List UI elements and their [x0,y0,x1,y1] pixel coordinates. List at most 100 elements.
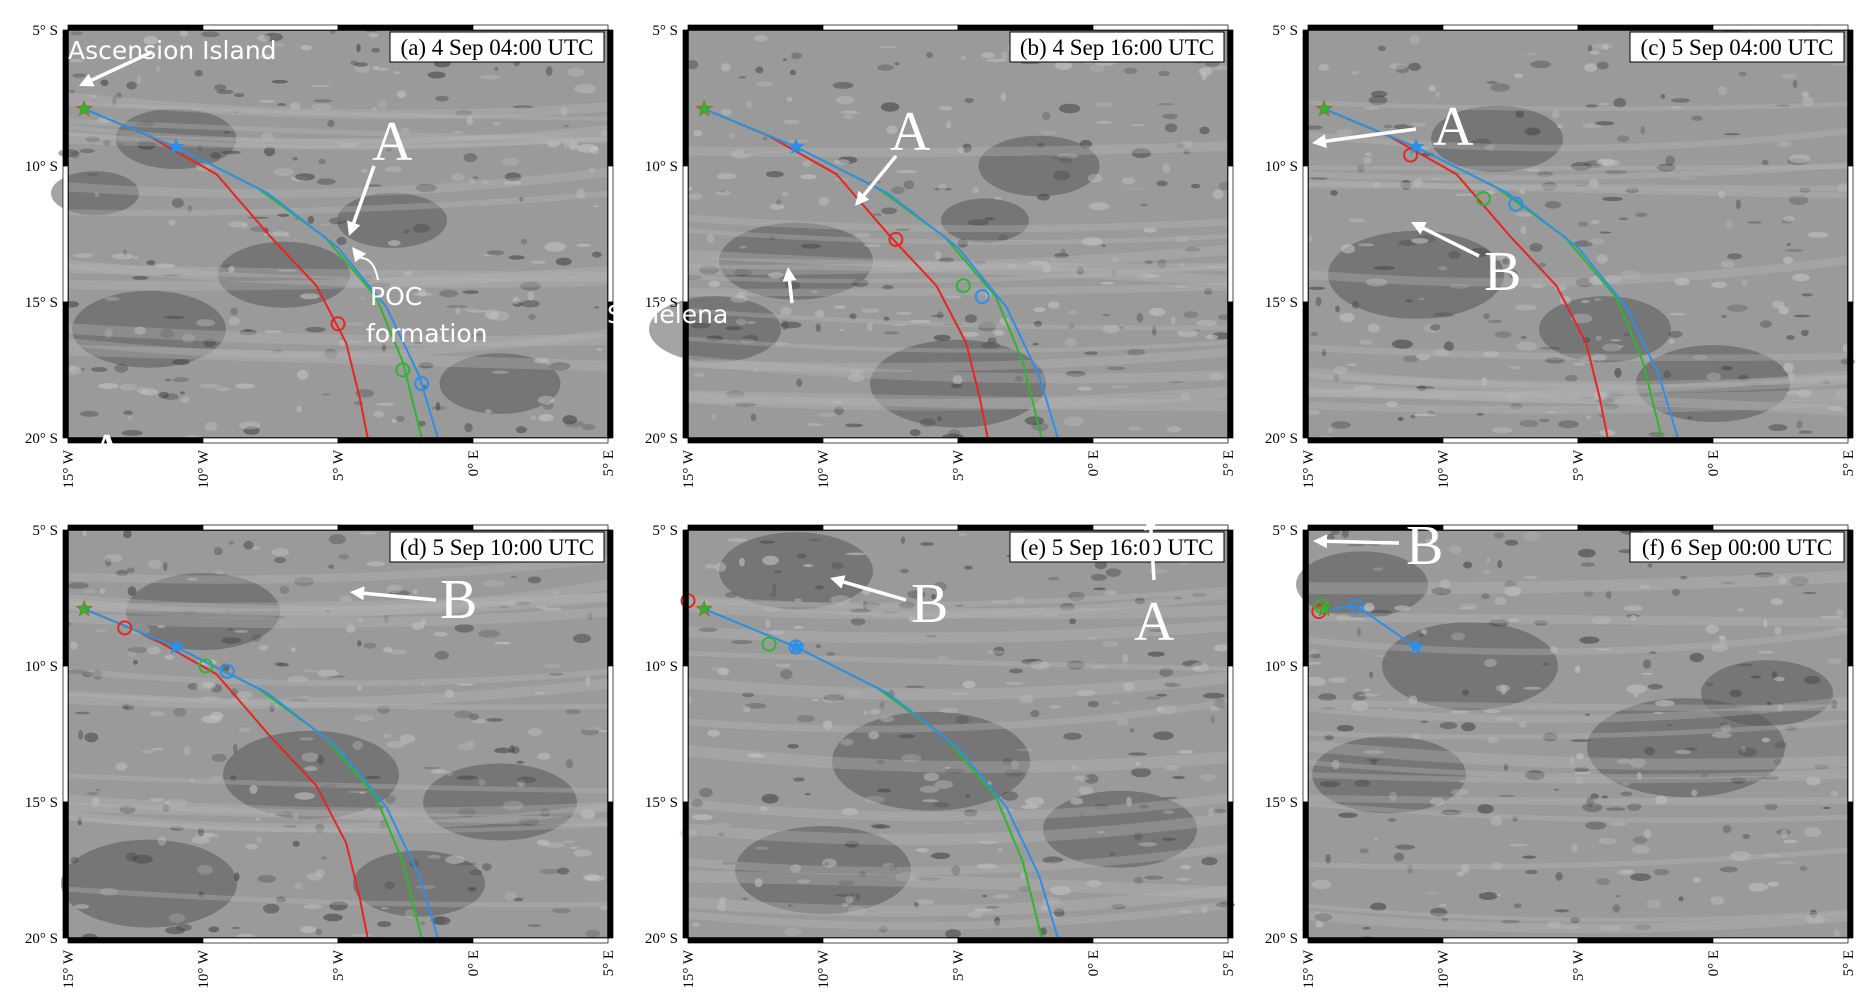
cloud-cell [574,84,596,94]
cloud-cell [1777,704,1783,712]
cloud-cell [1593,298,1602,301]
cloud-cell [104,554,123,563]
cloud-cell [140,750,157,754]
cloud-cell [358,531,377,535]
cloud-cell [521,300,540,308]
cloud-cell [549,362,571,371]
cloud-cell [1314,912,1333,922]
lon-tick-label: 5° W [1571,449,1587,481]
cloud-cell [1726,304,1748,312]
cloud-cell [1032,342,1039,346]
cloud-free-patch [1312,736,1466,814]
cloud-cell [742,692,755,698]
cloud-cell [1605,807,1626,811]
cloud-cell [435,95,449,102]
cloud-cell [911,369,926,372]
cloud-cell [236,690,253,699]
cloud-cell [1585,713,1591,717]
cloud-streak [1307,903,1849,922]
cloud-cell [899,601,916,609]
cloud-cell [909,319,931,324]
cloud-streak [687,249,1229,272]
cloud-free-patch [1539,296,1671,363]
border-segment [1307,937,1444,944]
cloud-cell [209,711,224,720]
cloud-cell [182,608,195,615]
cloud-cell [90,94,96,98]
cloud-cell [1630,873,1652,881]
cloud-cell [1063,732,1082,740]
cloud-cell [284,233,290,238]
cloud-cell [381,343,387,353]
cloud-cell [386,584,403,594]
cloud-cell [510,575,518,579]
cloud-cell [583,727,602,731]
cloud-cell [1462,689,1470,696]
cloud-cell [200,696,221,701]
ascension-star-green [76,600,92,616]
cloud-cell [864,795,885,804]
cloud-cell [1541,181,1558,191]
cloud-cell [1612,904,1621,913]
cloud-cell [67,582,89,589]
cloud-cell [955,604,964,607]
cloud-cell [1724,133,1741,136]
annotation-group: AB [687,441,948,635]
cloud-cell [1490,816,1502,826]
cloud-cell [872,213,883,216]
cloud-cell [1521,53,1540,56]
cloud-cell [791,52,802,60]
cloud-cell [1173,285,1188,289]
border-segment [1847,301,1854,439]
cloud-cell [759,540,775,544]
cloud-cell [801,243,821,249]
cloud-cell [157,624,166,629]
border-segment [682,29,689,167]
cloud-cell [1639,585,1650,589]
cloud-cell [79,410,99,417]
cloud-cell [1162,810,1175,814]
cloud-cell [1501,919,1520,924]
cloud-cell [790,864,802,873]
cloud-cell [735,318,747,325]
cloud-cell [923,772,940,782]
cloud-cell [1443,341,1454,352]
cloud-cell [1048,301,1060,309]
cloud-cell [775,199,782,206]
cloud-cell [318,158,326,165]
cloud-cell [1043,612,1059,617]
cloud-cell [1430,177,1443,181]
cloud-cell [1493,614,1501,622]
cloud-cell [328,534,346,545]
cloud-cell [1076,689,1096,696]
cloud-cell [1184,247,1201,252]
cloud-cell [1576,184,1588,187]
cloud-streak [1307,161,1849,181]
border-segment [957,524,1094,531]
cloud-cell [527,924,542,927]
cloud-cell [468,887,477,892]
cloud-cell [804,793,811,796]
cloud-cell [352,740,363,750]
annotation-st-helena: St Helena [607,300,728,329]
cloud-streak [687,591,1229,620]
cloud-cell [1064,337,1077,347]
border-segment [1442,524,1579,531]
cloud-cell [1544,201,1562,209]
cloud-streak [67,323,609,347]
cloud-cell [849,369,865,375]
cloud-cell [256,836,263,845]
cloud-cell [914,901,919,908]
cloud-cell [213,547,223,556]
cloud-cell [926,634,938,638]
green-circle-marker [955,278,971,294]
cloud-cell [1310,177,1328,180]
cloud-cell [1781,73,1797,80]
cloud-cell [883,316,890,322]
cloud-cell [1591,43,1613,50]
cloud-streak [67,678,609,709]
cloud-cell [116,569,129,577]
cloud-cell [542,400,554,410]
cloud-cell [1315,920,1324,928]
map-border [682,524,1234,944]
